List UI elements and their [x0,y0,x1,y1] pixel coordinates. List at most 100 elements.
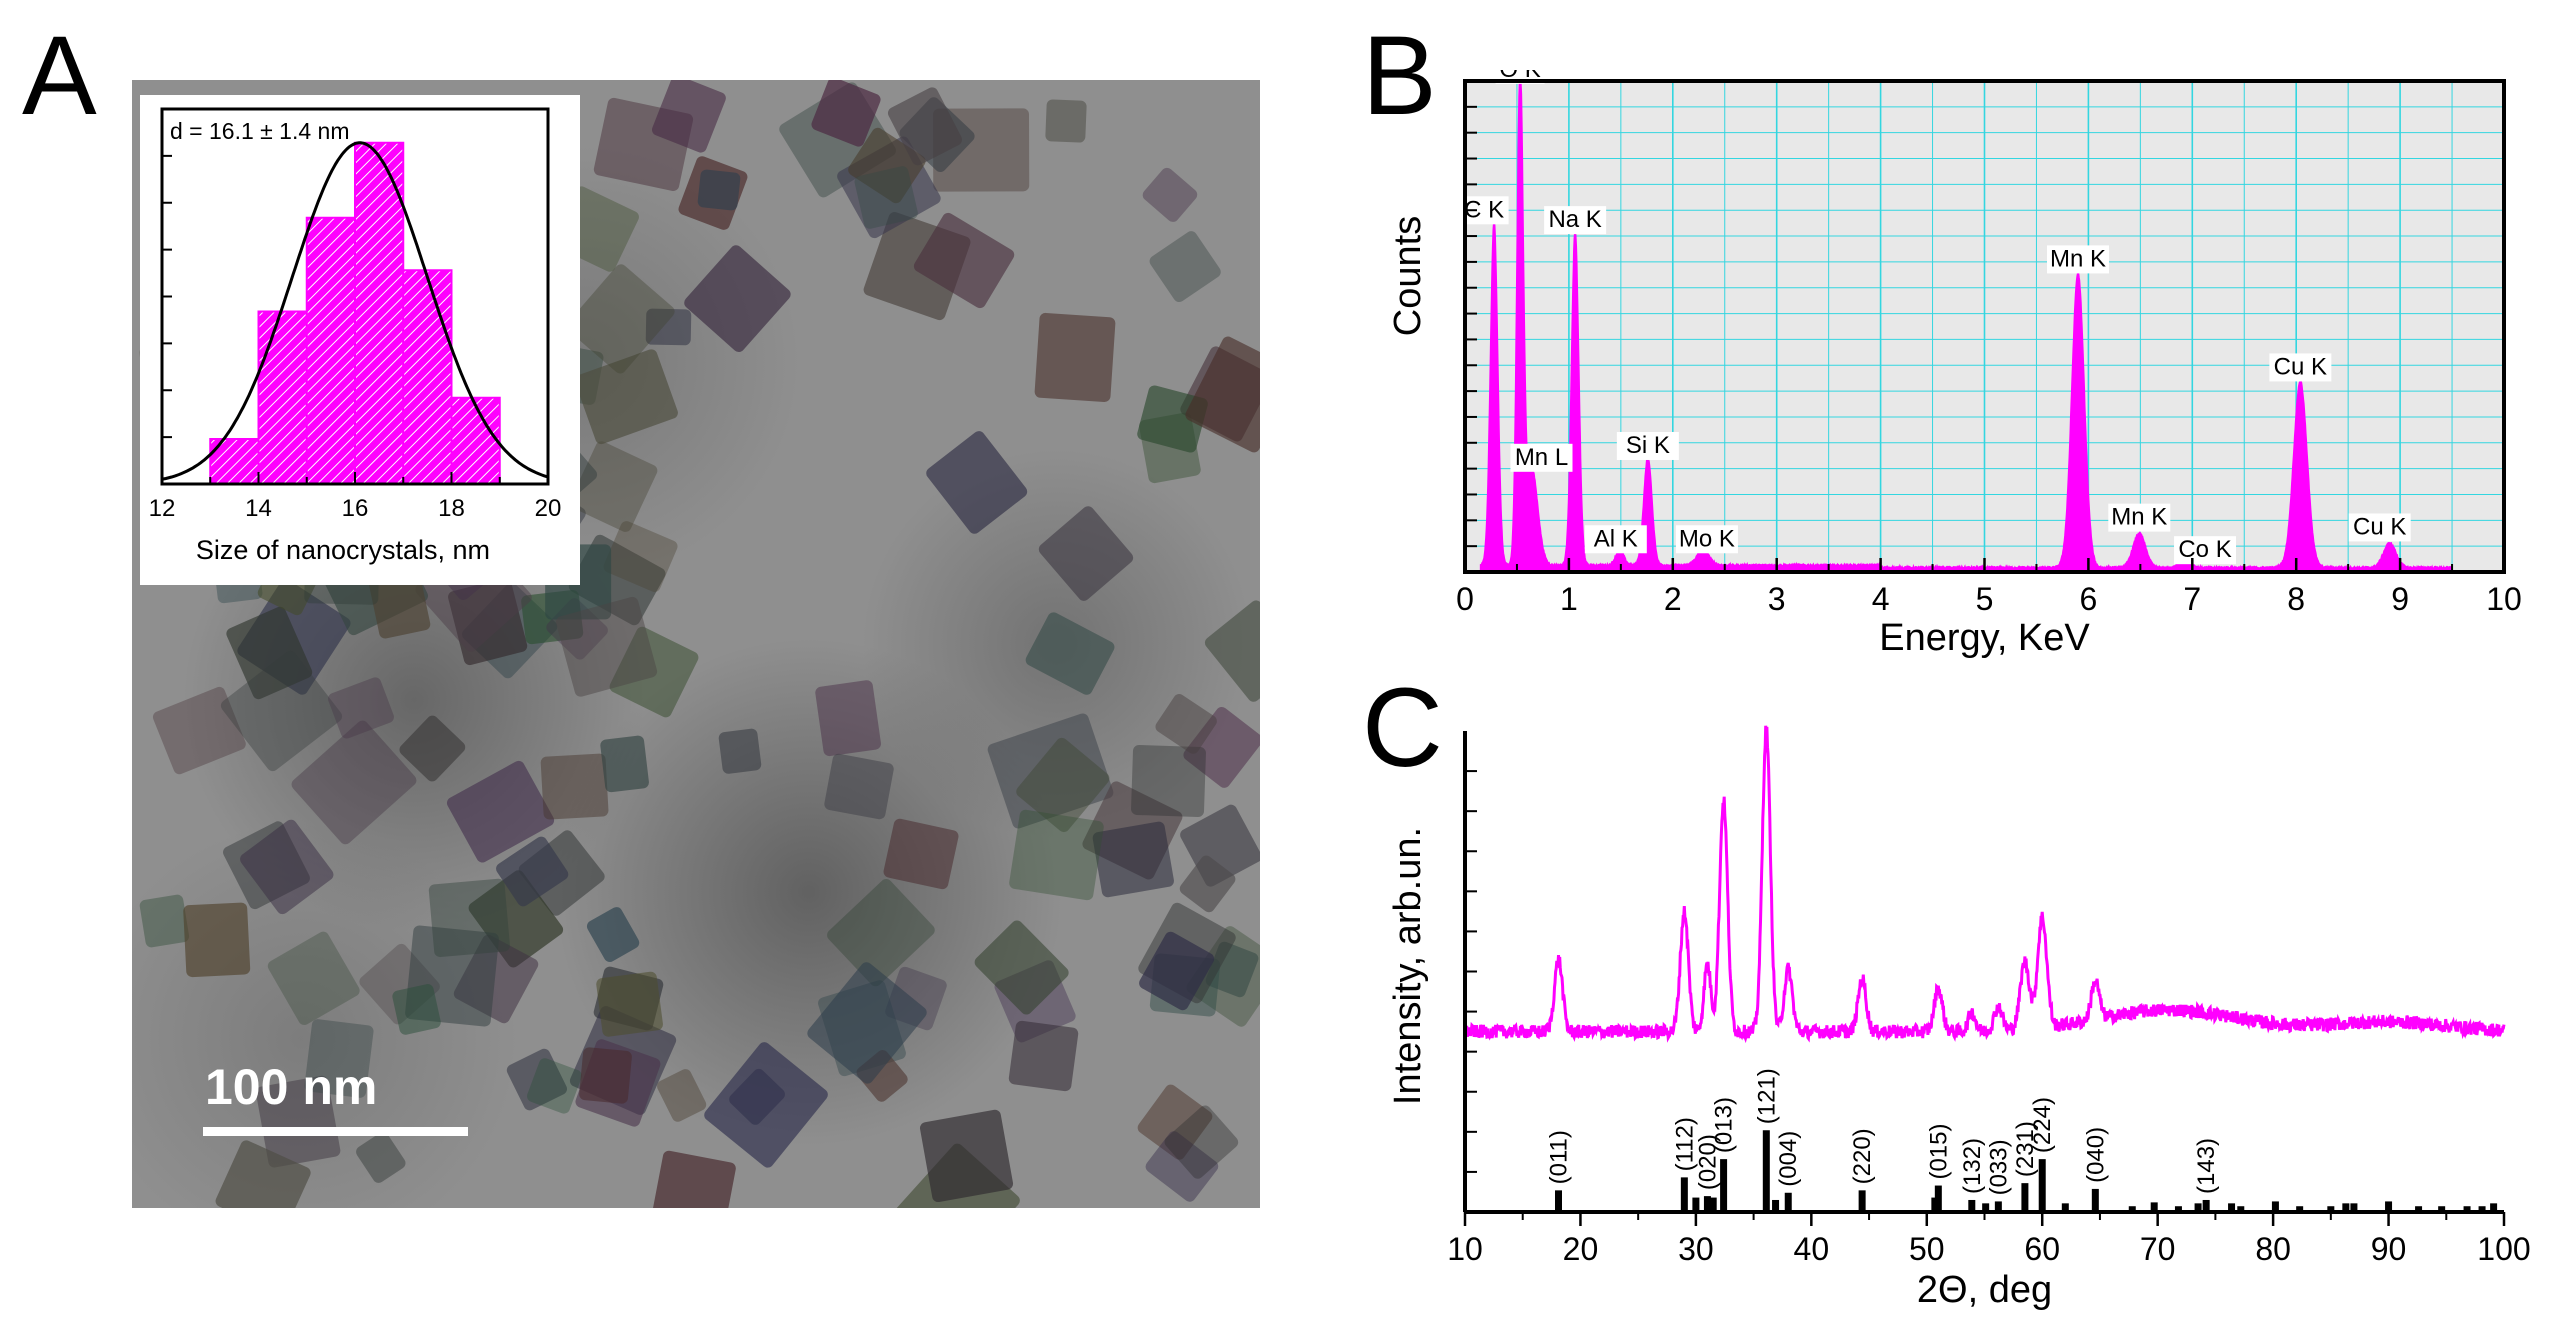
nanocrystal [325,675,396,741]
x-tick-label: 80 [2255,1231,2291,1267]
miller-index-label: (011) [1546,1130,1573,1184]
x-tick-label: 60 [2024,1231,2060,1267]
x-tick-label: 40 [1794,1231,1830,1267]
miller-index-label: (020) [1694,1134,1721,1190]
x-tick-label: 3 [1768,581,1786,617]
nanocrystal [1036,503,1136,604]
x-tick-label: 5 [1976,581,1994,617]
miller-index-label: (004) [1775,1131,1802,1187]
peak-label-group: Mn K [2108,503,2171,532]
xrd-pattern-chart: (011) (112)(020)(013) (121) (004) (220) (015)… [1387,725,2531,1311]
peak-label: Cu K [2353,513,2406,540]
nanocrystal [1140,165,1201,225]
scale-bar [203,1127,468,1136]
nanocrystal [814,679,882,757]
peak-label: Mo K [1679,525,1735,552]
nanocrystal [696,169,741,212]
x-tick-label: 18 [438,495,465,522]
nanocrystal [654,1066,708,1124]
nanocrystal [918,1108,1014,1204]
peak-label-background [2269,353,2332,382]
peak-label: Al K [1594,525,1638,552]
miller-index-label: (015) [1925,1124,1952,1180]
nanocrystal [1033,312,1116,403]
x-tick-label: 10 [1447,1231,1483,1267]
nanocrystal [596,971,665,1038]
peak-label-background [1584,525,1647,554]
histogram-bar [305,216,356,485]
nanocrystal [390,982,442,1036]
x-tick-label: 9 [2391,581,2409,617]
peak-label-background [2108,503,2171,532]
nanocrystal [578,1046,633,1105]
nanocrystal [823,753,895,821]
peak-label-group: Cu K [2348,513,2411,542]
miller-index-label: (121) [1753,1068,1780,1124]
edx-spectrum-chart: C KO KMn LNa KAl KSi KMo KMn KMn KCo KCu… [1387,70,2522,659]
peak-label-background [2047,245,2110,274]
x-tick-label: 8 [2287,581,2305,617]
x-tick-label: 4 [1872,581,1890,617]
nanocrystal [1091,821,1175,899]
nanocrystal [584,905,642,965]
panel-label-c: C [1362,665,1443,790]
miller-index-label: (033) [1985,1139,2012,1195]
nanocrystal [183,902,251,978]
nanocrystal [1202,598,1260,704]
nanocrystal [138,894,190,950]
miller-index-label: (224) [2029,1097,2056,1153]
x-tick-label: 16 [342,495,369,522]
peak-label: Si K [1626,432,1670,459]
histogram-bar [450,396,501,485]
peak-label-background [1544,206,1607,235]
nanocrystal [1147,228,1224,305]
peak-label-group: Mn K [2047,245,2110,274]
nanocrystal [428,878,511,958]
scale-bar-label: 100 nm [205,1059,378,1115]
x-axis-label: Energy, KeV [1879,617,2090,659]
x-tick-label: 70 [2140,1231,2176,1267]
nanocrystal [1008,1020,1080,1093]
histogram-bar [354,141,405,485]
peak-label-group: Mn L [1510,443,1573,472]
peak-label-group: Mo K [1675,525,1738,554]
x-tick-label: 12 [149,495,176,522]
x-tick-label: 7 [2183,581,2201,617]
histogram-x-axis-label: Size of nanocrystals, nm [196,535,490,565]
size-histogram: 12 14 16 18 20 d = 16.1 ± 1.4 nm Size of nanoc… [140,95,580,585]
y-axis-label: Counts [1387,216,1429,336]
miller-index-label: (132) [1959,1138,1986,1194]
peak-label-group: Cu K [2269,353,2332,382]
x-tick-label: 100 [2477,1231,2530,1267]
miller-index-label: (143) [2193,1138,2220,1194]
nanocrystal [1045,99,1088,143]
nanocrystal [540,752,609,820]
y-axis-label: Intensity, arb.un. [1387,827,1429,1105]
x-tick-label: 20 [1563,1231,1599,1267]
x-tick-label: 20 [535,495,562,522]
gaussian-fit-curve [161,141,549,481]
nanocrystal [354,1129,408,1185]
peak-label: Mn K [2050,245,2106,272]
miller-index-label: (013) [1711,1097,1738,1153]
x-tick-label: 0 [1456,581,1474,617]
nanocrystal [1023,609,1117,697]
x-tick-label: 10 [2486,581,2522,617]
peak-label: Cu K [2274,353,2327,380]
x-axis-label: 2Θ, deg [1917,1269,2052,1311]
nanocrystal [1130,745,1207,818]
nanocrystal [651,1149,737,1208]
x-tick-label: 90 [2371,1231,2407,1267]
miller-index-label: (112) [1671,1117,1698,1171]
histogram-annotation: d = 16.1 ± 1.4 nm [170,118,350,144]
x-tick-label: 14 [245,495,272,522]
peak-label-group: Na K [1544,206,1607,235]
peak-label: Co K [2178,536,2231,563]
miller-index-label: (040) [2082,1127,2109,1183]
nanocrystal [718,728,763,776]
nanocrystal [882,817,961,891]
x-tick-label: 50 [1909,1231,1945,1267]
peak-label-background [1510,443,1573,472]
peak-label-background [2174,536,2237,565]
x-tick-label: 1 [1560,581,1578,617]
